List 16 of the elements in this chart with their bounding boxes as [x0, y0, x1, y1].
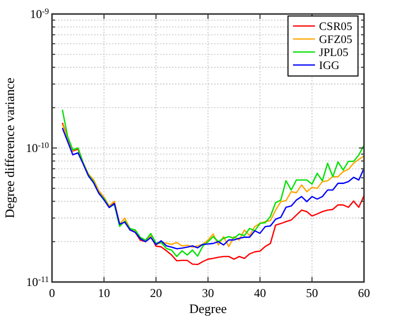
legend-label: JPL05: [319, 47, 349, 59]
y-tick-label: 10$^{-10}$: [26, 140, 49, 155]
legend-label: IGG: [319, 60, 340, 72]
x-tick-label: 50: [306, 286, 318, 300]
y-tick-label: 10$^{-11}$: [26, 274, 49, 289]
x-tick-label: 40: [254, 286, 266, 300]
x-tick-label: 0: [49, 286, 55, 300]
y-axis-title: Degree difference variance: [2, 78, 17, 218]
legend-label: GFZ05: [319, 34, 352, 46]
x-tick-label: 20: [150, 286, 162, 300]
x-axis-title: Degree: [189, 301, 227, 316]
x-tick-label: 10: [98, 286, 110, 300]
x-tick-label: 30: [202, 286, 214, 300]
legend-label: CSR05: [319, 21, 352, 33]
y-tick-label: 10$^{-9}$: [30, 6, 49, 21]
x-tick-label: 60: [358, 286, 370, 300]
